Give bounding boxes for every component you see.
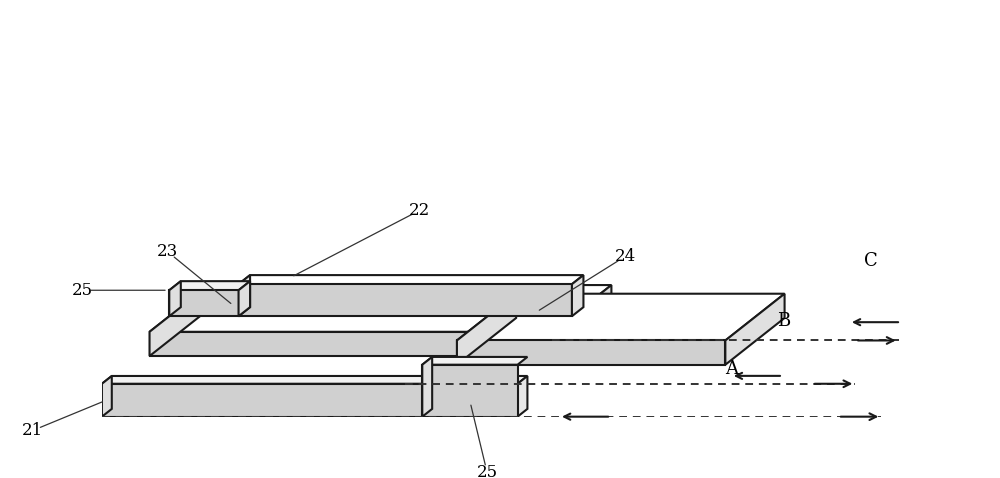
Polygon shape <box>102 376 112 417</box>
Text: 24: 24 <box>614 248 636 265</box>
Polygon shape <box>102 376 527 384</box>
Text: 23: 23 <box>157 243 178 261</box>
Polygon shape <box>239 275 250 316</box>
Polygon shape <box>150 285 611 332</box>
Polygon shape <box>457 293 516 365</box>
Text: B: B <box>777 313 791 330</box>
Text: C: C <box>864 252 878 270</box>
Polygon shape <box>239 284 572 316</box>
Polygon shape <box>422 365 518 417</box>
Polygon shape <box>150 285 209 356</box>
Polygon shape <box>422 357 527 365</box>
Polygon shape <box>169 290 239 316</box>
Polygon shape <box>552 285 611 356</box>
Text: 21: 21 <box>22 422 43 439</box>
Polygon shape <box>239 281 250 316</box>
Polygon shape <box>102 384 518 417</box>
Polygon shape <box>169 281 181 316</box>
Polygon shape <box>518 376 527 417</box>
Polygon shape <box>725 293 785 365</box>
Polygon shape <box>169 281 250 290</box>
Text: 22: 22 <box>409 202 430 219</box>
Text: A: A <box>725 360 738 378</box>
Polygon shape <box>572 275 583 316</box>
Polygon shape <box>239 275 583 284</box>
Text: 25: 25 <box>72 282 93 299</box>
Text: 25: 25 <box>477 465 498 478</box>
Polygon shape <box>457 293 785 340</box>
Polygon shape <box>457 340 725 365</box>
Polygon shape <box>150 332 552 356</box>
Polygon shape <box>422 357 432 417</box>
